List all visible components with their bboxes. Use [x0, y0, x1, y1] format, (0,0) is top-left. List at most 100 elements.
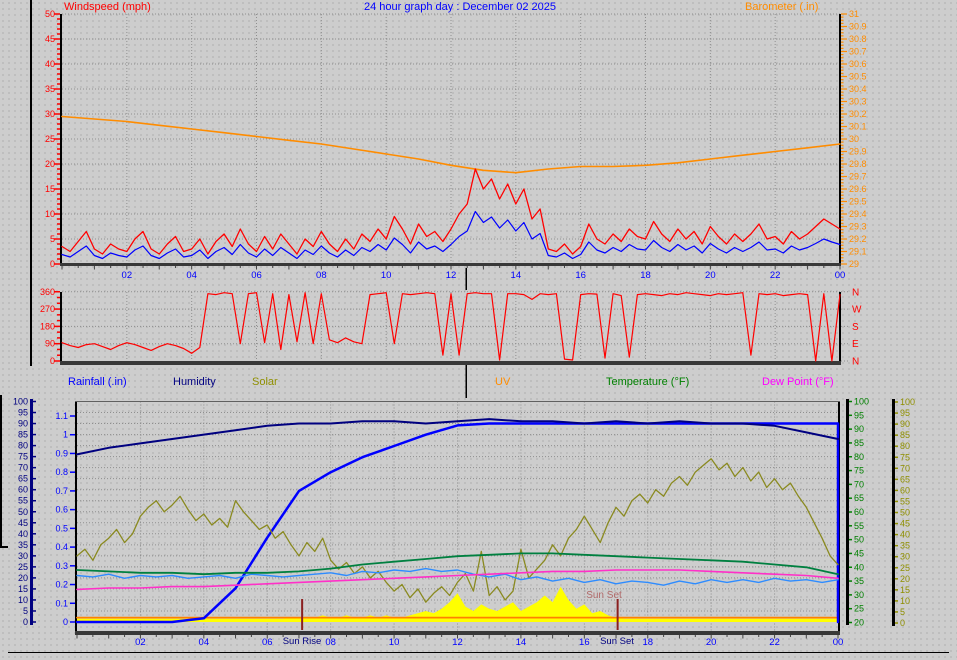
svg-text:25: 25	[18, 562, 28, 572]
sunrise-axis-label: Sun Rise	[282, 636, 322, 647]
svg-text:90: 90	[45, 339, 55, 349]
svg-text:50: 50	[900, 508, 910, 518]
svg-text:35: 35	[900, 541, 910, 551]
svg-text:30: 30	[18, 551, 28, 561]
svg-text:35: 35	[854, 576, 864, 586]
svg-text:0.9: 0.9	[55, 448, 68, 458]
svg-text:14: 14	[511, 270, 522, 281]
section-label-humidity: Humidity	[173, 376, 216, 388]
svg-text:40: 40	[854, 562, 864, 572]
page-title: 24 hour graph day : December 02 2025	[363, 1, 557, 13]
svg-text:22: 22	[770, 270, 781, 281]
svg-text:29.8: 29.8	[849, 159, 867, 169]
svg-text:60: 60	[900, 485, 910, 495]
svg-text:85: 85	[900, 430, 910, 440]
svg-text:0: 0	[900, 618, 905, 628]
svg-text:16: 16	[579, 637, 590, 648]
svg-text:30: 30	[45, 109, 55, 119]
section-label-solar: Solar	[252, 376, 278, 388]
svg-text:90: 90	[854, 424, 864, 434]
svg-text:02: 02	[135, 637, 146, 648]
svg-text:65: 65	[18, 474, 28, 484]
svg-text:360: 360	[40, 287, 55, 297]
svg-text:0.8: 0.8	[55, 467, 68, 477]
svg-text:29.5: 29.5	[849, 197, 867, 207]
svg-text:30.1: 30.1	[849, 122, 867, 132]
svg-text:14: 14	[516, 637, 527, 648]
svg-text:0.1: 0.1	[55, 598, 68, 608]
svg-text:20: 20	[705, 270, 716, 281]
svg-text:25: 25	[854, 604, 864, 614]
svg-text:65: 65	[854, 493, 864, 503]
svg-text:0: 0	[50, 259, 55, 269]
svg-text:55: 55	[900, 496, 910, 506]
svg-text:80: 80	[854, 452, 864, 462]
svg-text:20: 20	[706, 637, 717, 648]
svg-text:1: 1	[63, 430, 68, 440]
windspeed-axis-title: Windspeed (mph)	[64, 1, 151, 13]
svg-text:N: N	[852, 287, 859, 298]
svg-text:29: 29	[849, 259, 859, 269]
svg-text:75: 75	[854, 466, 864, 476]
svg-text:95: 95	[18, 408, 28, 418]
section-label-uv: UV	[495, 376, 511, 388]
svg-text:30.3: 30.3	[849, 97, 867, 107]
svg-text:29.1: 29.1	[849, 247, 867, 257]
svg-text:65: 65	[900, 474, 910, 484]
svg-text:18: 18	[640, 270, 651, 281]
svg-text:30.4: 30.4	[849, 84, 867, 94]
svg-text:29.6: 29.6	[849, 184, 867, 194]
svg-text:E: E	[852, 339, 859, 350]
svg-text:0.5: 0.5	[55, 523, 68, 533]
svg-text:00: 00	[835, 270, 846, 281]
section-label-rainfall: Rainfall (.in)	[68, 376, 127, 388]
humidity	[76, 418, 839, 456]
svg-text:W: W	[852, 305, 862, 316]
svg-text:0.7: 0.7	[55, 486, 68, 496]
svg-text:10: 10	[45, 209, 55, 219]
svg-text:40: 40	[45, 59, 55, 69]
unlabeled-light-blue	[76, 567, 839, 586]
svg-text:95: 95	[854, 410, 864, 420]
svg-text:10: 10	[389, 637, 400, 648]
svg-text:70: 70	[900, 463, 910, 473]
svg-text:180: 180	[40, 321, 55, 331]
svg-text:04: 04	[186, 270, 197, 281]
svg-text:0: 0	[23, 617, 28, 627]
svg-text:30: 30	[849, 134, 859, 144]
svg-text:30.5: 30.5	[849, 72, 867, 82]
svg-text:90: 90	[18, 419, 28, 429]
svg-text:85: 85	[18, 430, 28, 440]
svg-text:15: 15	[45, 184, 55, 194]
svg-text:0.3: 0.3	[55, 561, 68, 571]
svg-text:35: 35	[45, 84, 55, 94]
svg-text:15: 15	[18, 584, 28, 594]
svg-text:60: 60	[854, 507, 864, 517]
svg-text:40: 40	[18, 529, 28, 539]
svg-text:16: 16	[575, 270, 586, 281]
svg-text:40: 40	[900, 530, 910, 540]
svg-text:30: 30	[854, 590, 864, 600]
svg-text:29.9: 29.9	[849, 147, 867, 157]
svg-text:12: 12	[452, 637, 463, 648]
svg-text:30.7: 30.7	[849, 47, 867, 57]
svg-text:10: 10	[381, 270, 392, 281]
svg-text:30.9: 30.9	[849, 22, 867, 32]
svg-text:1.1: 1.1	[55, 411, 68, 421]
svg-text:0.2: 0.2	[55, 580, 68, 590]
section-label-temperature: Temperature (°F)	[606, 376, 690, 388]
sunset-axis-label: Sun Set	[600, 636, 634, 647]
svg-text:5: 5	[50, 234, 55, 244]
svg-text:75: 75	[18, 452, 28, 462]
svg-text:04: 04	[199, 637, 210, 648]
svg-text:75: 75	[900, 452, 910, 462]
svg-text:08: 08	[316, 270, 327, 281]
svg-text:30.2: 30.2	[849, 109, 867, 119]
svg-text:5: 5	[23, 606, 28, 616]
svg-text:29.3: 29.3	[849, 222, 867, 232]
svg-text:100: 100	[900, 397, 915, 407]
svg-text:10: 10	[18, 595, 28, 605]
svg-text:70: 70	[854, 479, 864, 489]
svg-text:20: 20	[854, 618, 864, 628]
